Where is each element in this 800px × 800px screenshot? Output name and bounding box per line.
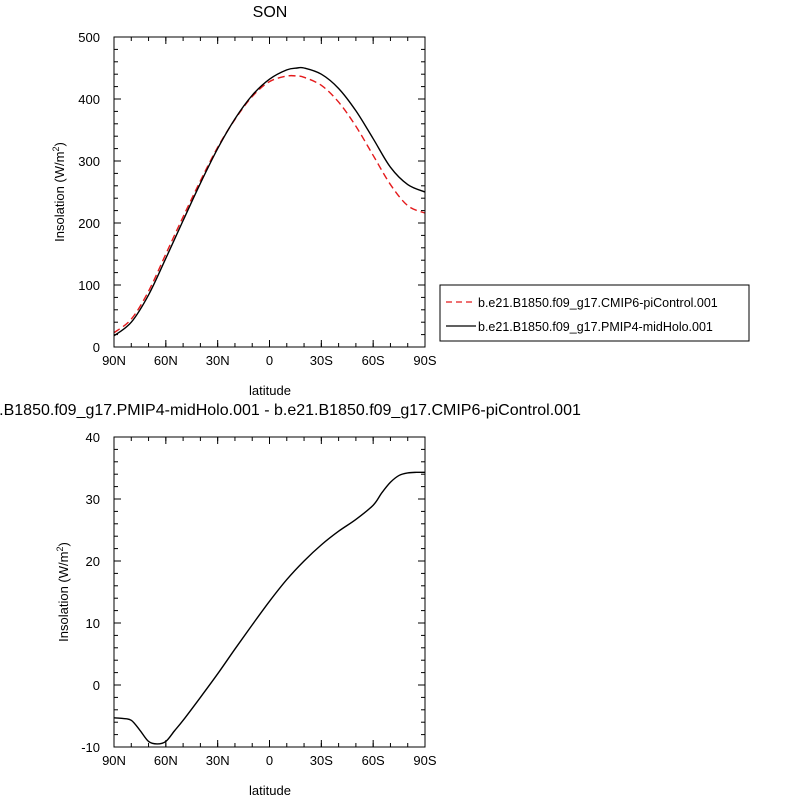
top-x-tick-label: 30S [310, 353, 333, 368]
bottom-y-tick-label: 30 [86, 492, 100, 507]
top-chart-plot-frame [113, 36, 426, 348]
bottom-chart-ticks: 90N 60N 30N 0 30S 60S 90S -10 0 10 20 30 40 [81, 430, 437, 768]
bottom-chart-y-axis-title: Insolation (W/m2) [55, 542, 71, 642]
top-y-tick-label: 200 [78, 216, 100, 231]
top-x-tick-label: 60N [154, 353, 178, 368]
bottom-x-tick-label: 90S [413, 753, 436, 768]
bottom-chart-title: b.e21.B1850.f09_g17.PMIP4-midHolo.001 - … [0, 402, 581, 419]
legend-box [439, 284, 750, 342]
top-x-tick-label: 30N [206, 353, 230, 368]
top-y-tick-label: 100 [78, 278, 100, 293]
bottom-chart-x-axis-title: latitude [249, 783, 291, 798]
top-x-tick-label: 90N [102, 353, 126, 368]
top-y-tick-label: 400 [78, 92, 100, 107]
top-y-tick-label: 500 [78, 30, 100, 45]
top-chart-y-axis-title: Insolation (W/m2) [51, 142, 67, 242]
bottom-series-line-0 [113, 471, 426, 745]
top-chart-title: SON [253, 4, 288, 21]
top-y-tick-label: 300 [78, 154, 100, 169]
bottom-chart-plot-frame [113, 436, 426, 748]
bottom-x-tick-label: 30S [310, 753, 333, 768]
bottom-y-tick-label: 20 [86, 554, 100, 569]
bottom-chart: b.e21.B1850.f09_g17.PMIP4-midHolo.001 - … [0, 402, 581, 798]
legend-label-picontrol: b.e21.B1850.f09_g17.CMIP6-piControl.001 [478, 296, 718, 310]
top-chart-series [113, 66, 426, 337]
bottom-x-tick-label: 60S [362, 753, 385, 768]
top-x-tick-label: 90S [413, 353, 436, 368]
bottom-x-tick-label: 0 [266, 753, 273, 768]
top-series-line-0 [113, 74, 426, 334]
top-y-tick-label: 0 [93, 340, 100, 355]
top-chart: SON 90N 60N 30N 0 30S 60S 90S0100200300400500 … [51, 4, 750, 398]
bottom-y-tick-label: 10 [86, 616, 100, 631]
bottom-y-tick-label: 40 [86, 430, 100, 445]
bottom-x-tick-label: 60N [154, 753, 178, 768]
top-x-tick-label: 60S [362, 353, 385, 368]
top-chart-ticks: 90N 60N 30N 0 30S 60S 90S 0 100 200 300 400 500 [78, 30, 437, 368]
bottom-x-tick-label: 30N [206, 753, 230, 768]
bottom-chart-series [113, 471, 426, 745]
bottom-x-tick-label: 90N [102, 753, 126, 768]
top-chart-x-axis-title: latitude [249, 383, 291, 398]
top-chart-legend: b.e21.B1850.f09_g17.CMIP6-piControl.001 … [439, 284, 750, 342]
top-series-line-1 [113, 66, 426, 337]
top-x-tick-label: 0 [266, 353, 273, 368]
bottom-y-tick-label: 0 [93, 678, 100, 693]
legend-label-midholo: b.e21.B1850.f09_g17.PMIP4-midHolo.001 [478, 320, 713, 334]
bottom-y-tick-label: -10 [81, 740, 100, 755]
